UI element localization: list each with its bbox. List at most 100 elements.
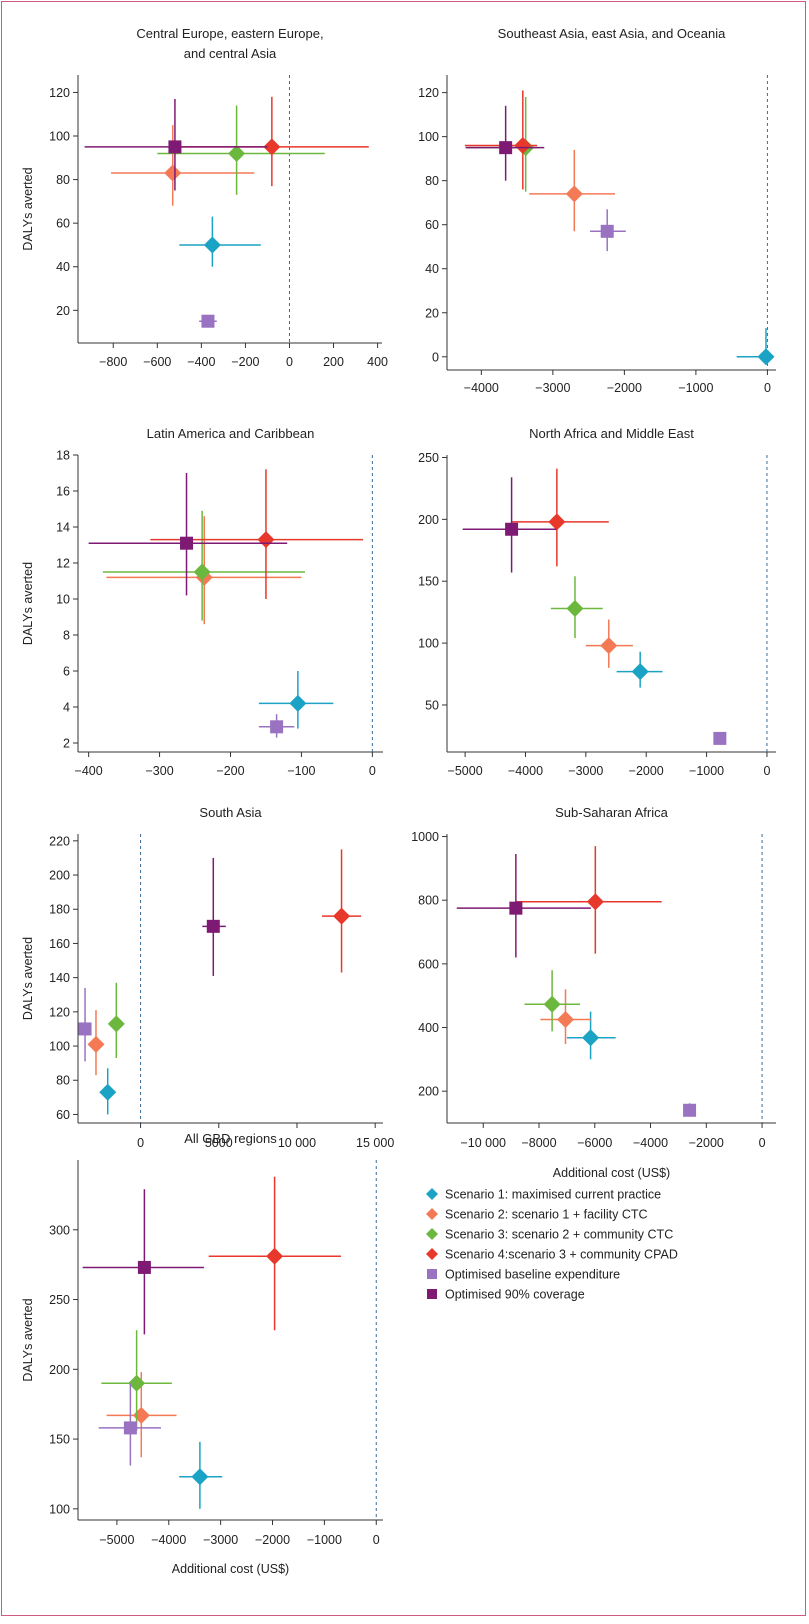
legend-label: Optimised baseline expenditure [445, 1268, 620, 1282]
diamond-marker [548, 513, 566, 531]
data-point-s1 [99, 1068, 117, 1115]
chart-panel: South Asia 60 80 100 120 140 160 180 200 220 0 5000… [21, 805, 394, 1150]
y-axis-label: DALYs averted [21, 937, 35, 1020]
y-tick-label: 160 [49, 937, 70, 951]
y-tick-label: 200 [418, 513, 439, 527]
data-point-s4 [322, 849, 362, 973]
y-tick-label: 1000 [411, 830, 439, 844]
y-tick-label: 6 [63, 665, 70, 679]
legend-diamond-icon [426, 1188, 438, 1200]
square-marker [180, 536, 194, 550]
y-tick-label: 18 [56, 449, 70, 463]
data-point-base [258, 714, 295, 738]
data-point-s4 [516, 846, 662, 954]
x-tick-label: −2000 [255, 1533, 290, 1547]
y-tick-label: 400 [418, 1021, 439, 1035]
diamond-marker [99, 1083, 117, 1101]
square-marker [78, 1022, 92, 1036]
x-tick-label: −2000 [607, 381, 642, 395]
x-tick-label: 10 000 [278, 1136, 316, 1150]
square-marker [509, 901, 523, 915]
square-marker [499, 141, 513, 155]
legend-item-s3: Scenario 3: scenario 2 + community CTC [426, 1228, 673, 1242]
diamond-marker [193, 563, 211, 581]
data-point-cov90 [462, 477, 557, 573]
diamond-marker [582, 1029, 600, 1047]
square-marker [270, 720, 284, 734]
diamond-marker [289, 694, 307, 712]
y-tick-label: 60 [425, 218, 439, 232]
chart-panel: All GBD regions 100 150 200 250 300 −5000 −4000… [21, 1131, 383, 1576]
chart-panel: Sub-Saharan Africa 200 400 600 800 1000 −10 00… [411, 805, 776, 1180]
x-tick-label: −800 [99, 355, 127, 369]
x-tick-label: −1000 [307, 1533, 342, 1547]
y-tick-label: 100 [49, 1502, 70, 1516]
square-marker [123, 1421, 137, 1435]
x-tick-label: −8000 [521, 1136, 556, 1150]
y-tick-label: 100 [49, 130, 70, 144]
x-axis-label: Additional cost (US$) [553, 1166, 670, 1180]
y-tick-label: 140 [49, 971, 70, 985]
x-tick-label: 0 [763, 764, 770, 778]
data-point-s4 [511, 468, 609, 567]
data-point-s2 [585, 619, 633, 668]
data-point-s1 [736, 328, 775, 366]
diamond-marker [107, 1015, 125, 1033]
diamond-marker [514, 136, 532, 154]
y-tick-label: 80 [56, 1074, 70, 1088]
x-tick-label: 5000 [205, 1136, 233, 1150]
square-marker [505, 522, 519, 536]
square-marker [600, 224, 614, 238]
chart-panel: Southeast Asia, east Asia, and Oceania 0 2… [418, 26, 776, 395]
y-tick-label: 120 [418, 86, 439, 100]
legend-label: Scenario 4:scenario 3 + community CPAD [445, 1248, 678, 1262]
x-tick-label: 0 [369, 764, 376, 778]
y-tick-label: 50 [425, 698, 439, 712]
data-point-base [199, 314, 217, 328]
data-point-s3 [524, 970, 580, 1032]
y-tick-label: 60 [56, 217, 70, 231]
data-point-s2 [87, 1010, 105, 1076]
y-tick-label: 800 [418, 894, 439, 908]
x-tick-label: −600 [143, 355, 171, 369]
legend-item-s4: Scenario 4:scenario 3 + community CPAD [426, 1248, 678, 1262]
y-tick-label: 14 [56, 521, 70, 535]
y-tick-label: 40 [425, 262, 439, 276]
x-tick-label: −200 [216, 764, 244, 778]
y-tick-label: 8 [63, 629, 70, 643]
diamond-marker [566, 599, 584, 617]
diamond-marker [87, 1035, 105, 1053]
legend-item-s1: Scenario 1: maximised current practice [426, 1188, 661, 1202]
diamond-marker [333, 907, 351, 925]
y-tick-label: 600 [418, 957, 439, 971]
y-tick-label: 100 [49, 1040, 70, 1054]
y-tick-label: 200 [49, 869, 70, 883]
x-tick-label: −2000 [629, 764, 664, 778]
data-point-s2 [529, 149, 616, 232]
x-tick-label: −1000 [689, 764, 724, 778]
data-point-s3 [101, 1330, 172, 1431]
diamond-marker [191, 1468, 209, 1486]
x-tick-label: −3000 [535, 381, 570, 395]
panel-title: and central Asia [184, 46, 277, 61]
data-point-cov90 [82, 1189, 205, 1335]
y-axis-label: DALYs averted [21, 1298, 35, 1381]
y-tick-label: 40 [56, 260, 70, 274]
y-tick-label: 12 [56, 557, 70, 571]
x-tick-label: −4000 [508, 764, 543, 778]
legend-label: Scenario 2: scenario 1 + facility CTC [445, 1208, 648, 1222]
legend-item-base: Optimised baseline expenditure [427, 1268, 620, 1282]
legend-diamond-icon [426, 1208, 438, 1220]
data-point-cov90 [456, 854, 591, 958]
x-tick-label: −6000 [577, 1136, 612, 1150]
legend-label: Scenario 3: scenario 2 + community CTC [445, 1228, 673, 1242]
square-marker [201, 314, 215, 328]
data-point-base [98, 1383, 161, 1466]
y-tick-label: 180 [49, 903, 70, 917]
panel-title: All GBD regions [184, 1131, 277, 1146]
x-tick-label: −4000 [633, 1136, 668, 1150]
y-axis-label: DALYs averted [21, 167, 35, 250]
x-tick-label: −1000 [678, 381, 713, 395]
